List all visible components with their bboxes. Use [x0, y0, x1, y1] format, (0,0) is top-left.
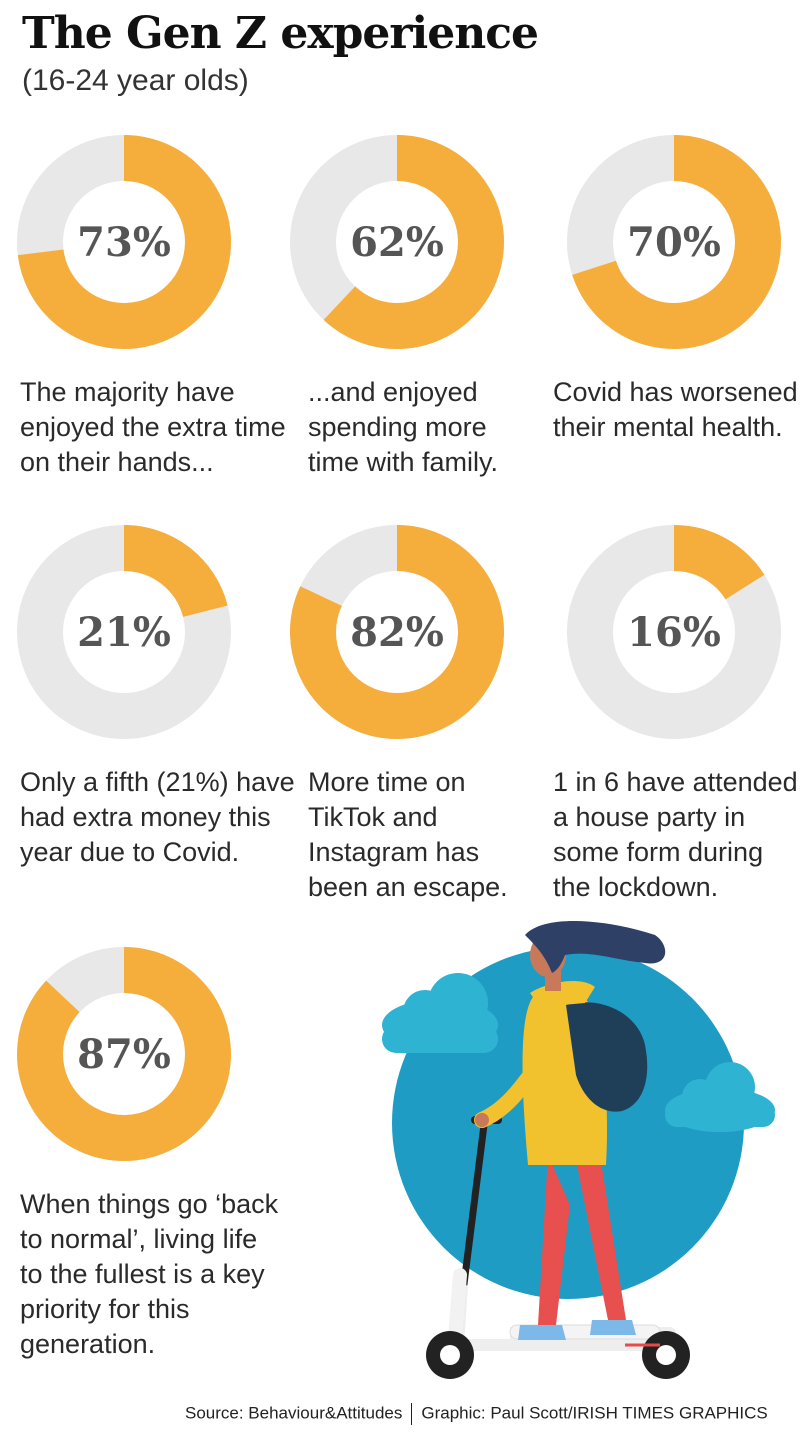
caption-3: Covid has worsened their mental health. — [553, 375, 798, 445]
caption-line: The majority have — [20, 377, 235, 407]
donut-value-arc — [567, 135, 781, 349]
caption-1: The majority have enjoyed the extra time o… — [20, 375, 286, 480]
caption-line: More time on — [308, 767, 466, 797]
caption-line: Only a fifth (21%) have — [20, 767, 295, 797]
caption-line: time with family. — [308, 447, 499, 477]
page-title: The Gen Z experience — [22, 8, 539, 59]
donut-chart-6: 16% — [567, 525, 781, 739]
footer: Source: Behaviour&Attitudes Graphic: Paul… — [185, 1403, 768, 1425]
page-subtitle: (16-24 year olds) — [22, 64, 249, 97]
person-icon — [474, 921, 666, 1340]
credit-text: Graphic: Paul Scott/IRISH TIMES GRAPHICS — [421, 1403, 768, 1423]
caption-line: 1 in 6 have attended — [553, 767, 798, 797]
caption-7: When things go ‘back to normal’, living l… — [20, 1187, 278, 1362]
caption-line: priority for this — [20, 1294, 190, 1324]
caption-line: a house party in — [553, 802, 746, 832]
donut-chart-7: 87% — [17, 947, 231, 1161]
caption-2: ...and enjoyed spending more time with fam… — [308, 375, 498, 480]
percentage-label: 73% — [77, 219, 171, 266]
caption-line: to the fullest is a key — [20, 1259, 265, 1289]
caption-line: spending more — [308, 412, 487, 442]
caption-line: been an escape. — [308, 872, 508, 902]
percentage-label: 16% — [627, 609, 721, 656]
caption-line: year due to Covid. — [20, 837, 240, 867]
caption-line: When things go ‘back — [20, 1189, 279, 1219]
caption-line: TikTok and — [308, 802, 438, 832]
donut-value-arc — [17, 947, 231, 1161]
caption-line: the lockdown. — [553, 872, 719, 902]
donut-value-arc — [567, 525, 781, 739]
caption-line: Covid has worsened — [553, 377, 798, 407]
percentage-label: 70% — [627, 219, 721, 266]
donut-chart-2: 62% — [290, 135, 504, 349]
caption-line: to normal’, living life — [20, 1224, 258, 1254]
cloud-left-icon — [382, 973, 498, 1053]
caption-line: Instagram has — [308, 837, 480, 867]
donut-value-arc — [17, 525, 231, 739]
caption-line: some form during — [553, 837, 764, 867]
donut-chart-1: 73% — [17, 135, 231, 349]
percentage-label: 21% — [77, 609, 171, 656]
caption-6: 1 in 6 have attended a house party in some… — [553, 765, 798, 905]
donut-value-arc — [17, 135, 231, 349]
caption-line: ...and enjoyed — [308, 377, 478, 407]
donut-chart-5: 82% — [290, 525, 504, 739]
caption-5: More time on TikTok and Instagram has been … — [308, 765, 508, 905]
source-text: Source: Behaviour&Attitudes — [185, 1403, 403, 1423]
donut-value-arc — [290, 135, 504, 349]
caption-line: generation. — [20, 1329, 156, 1359]
percentage-label: 87% — [77, 1031, 171, 1078]
caption-line: had extra money this — [20, 802, 271, 832]
scooter-illustration — [382, 921, 775, 1379]
donut-value-arc — [290, 525, 504, 739]
cloud-right-icon — [665, 1062, 775, 1132]
percentage-label: 82% — [350, 609, 444, 656]
caption-line: enjoyed the extra time — [20, 412, 286, 442]
caption-line: on their hands... — [20, 447, 214, 477]
donut-chart-3: 70% — [567, 135, 781, 349]
caption-4: Only a fifth (21%) have had extra money t… — [20, 765, 295, 870]
footer-divider — [411, 1403, 413, 1425]
percentage-label: 62% — [350, 219, 444, 266]
donut-chart-4: 21% — [17, 525, 231, 739]
caption-line: their mental health. — [553, 412, 783, 442]
